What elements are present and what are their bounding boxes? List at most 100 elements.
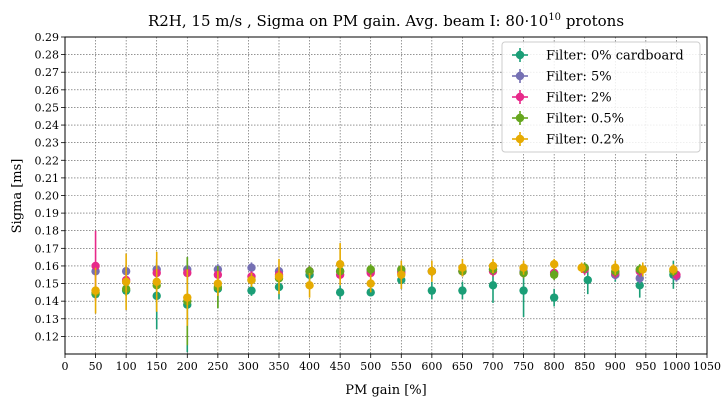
series-4 xyxy=(91,243,678,326)
x-tick-label: 450 xyxy=(330,360,351,373)
x-tick-label: 800 xyxy=(544,360,565,373)
legend: Filter: 0% cardboard Filter: 5% Filter: 2%… xyxy=(501,41,701,153)
data-point xyxy=(635,274,644,283)
data-point xyxy=(549,293,559,302)
data-point xyxy=(427,267,437,276)
legend-marker-icon xyxy=(515,71,525,81)
legend-entry: Filter: 0.5% xyxy=(512,111,624,127)
y-tick-label: 0.21 xyxy=(35,172,60,185)
data-point xyxy=(335,259,345,269)
data-point xyxy=(247,286,256,295)
x-tick-label: 0 xyxy=(62,360,69,373)
data-point xyxy=(335,288,345,297)
y-tick-label: 0.18 xyxy=(35,225,60,238)
data-point xyxy=(427,286,437,295)
x-tick-label: 850 xyxy=(574,360,595,373)
data-point xyxy=(121,277,131,286)
data-point xyxy=(397,270,406,279)
data-point xyxy=(247,275,256,285)
data-point xyxy=(488,261,498,271)
data-point xyxy=(519,263,528,272)
data-point xyxy=(305,267,314,276)
legend-label: Filter: 0.5% xyxy=(546,112,624,127)
data-point xyxy=(274,272,284,281)
legend-label: Filter: 0.2% xyxy=(546,133,624,148)
y-tick-label: 0.28 xyxy=(35,49,60,62)
y-tick-label: 0.14 xyxy=(35,295,60,308)
x-tick-label: 550 xyxy=(391,360,412,373)
legend-box xyxy=(501,41,701,153)
y-tick-label: 0.24 xyxy=(35,119,60,132)
data-point xyxy=(635,281,644,290)
series-layer xyxy=(91,230,681,353)
x-tick-label: 1000 xyxy=(662,360,690,373)
data-point xyxy=(91,261,100,271)
x-tick-label: 650 xyxy=(452,360,473,373)
data-point xyxy=(583,275,592,285)
y-tick-label: 0.26 xyxy=(35,84,60,97)
y-tick-label: 0.19 xyxy=(35,207,60,220)
legend-marker-icon xyxy=(515,92,525,102)
x-tick-label: 50 xyxy=(89,360,103,373)
y-tick-label: 0.15 xyxy=(35,278,60,291)
y-tick-label: 0.29 xyxy=(35,31,60,44)
data-point xyxy=(458,286,467,295)
data-point xyxy=(366,265,375,274)
legend-marker-icon xyxy=(515,113,525,123)
chart-title: R2H, 15 m/s , Sigma on PM gain. Avg. bea… xyxy=(148,12,624,30)
data-point xyxy=(366,279,375,288)
x-tick-label: 600 xyxy=(421,360,442,373)
legend-label: Filter: 0% cardboard xyxy=(546,49,684,64)
data-point xyxy=(611,263,620,272)
x-tick-label: 700 xyxy=(483,360,504,373)
x-tick-label: 500 xyxy=(360,360,381,373)
legend-entry: Filter: 5% xyxy=(512,69,612,85)
y-tick-label: 0.17 xyxy=(35,242,60,255)
x-tick-label: 350 xyxy=(269,360,290,373)
x-tick-label: 750 xyxy=(513,360,534,373)
x-tick-label: 150 xyxy=(146,360,167,373)
data-point xyxy=(488,281,498,290)
x-axis: 0 50 100 150 200 250 300 350 400 450 500 550 600 650 7… xyxy=(62,354,721,373)
x-tick-label: 950 xyxy=(635,360,656,373)
data-point xyxy=(152,277,161,286)
y-tick-label: 0.27 xyxy=(35,66,60,79)
y-tick-label: 0.13 xyxy=(35,313,60,326)
data-point xyxy=(669,265,678,274)
y-tick-label: 0.20 xyxy=(35,190,60,203)
data-point xyxy=(577,263,586,272)
series-0 xyxy=(91,257,678,353)
y-tick-label: 0.25 xyxy=(35,101,60,114)
x-tick-label: 1050 xyxy=(693,360,721,373)
x-tick-label: 400 xyxy=(299,360,320,373)
series-1 xyxy=(91,262,681,284)
y-tick-label: 0.16 xyxy=(35,260,60,273)
x-tick-label: 250 xyxy=(207,360,228,373)
data-point xyxy=(247,263,256,272)
data-point xyxy=(91,286,100,295)
data-point xyxy=(213,279,223,288)
legend-label: Filter: 2% xyxy=(546,91,612,106)
legend-label: Filter: 5% xyxy=(546,70,612,85)
data-point xyxy=(458,263,467,272)
data-point xyxy=(549,259,559,269)
data-point xyxy=(183,293,192,302)
y-tick-label: 0.22 xyxy=(35,154,60,167)
x-tick-label: 300 xyxy=(238,360,259,373)
y-tick-label: 0.12 xyxy=(35,330,60,343)
data-point xyxy=(519,286,528,295)
legend-marker-icon xyxy=(515,134,525,144)
legend-entry: Filter: 2% xyxy=(512,90,612,106)
x-tick-label: 200 xyxy=(177,360,198,373)
legend-entry: Filter: 0% cardboard xyxy=(512,48,684,64)
data-point xyxy=(305,281,314,290)
legend-marker-icon xyxy=(515,50,525,60)
x-tick-label: 100 xyxy=(116,360,137,373)
y-tick-label: 0.23 xyxy=(35,137,60,150)
y-axis: 0.12 0.13 0.14 0.15 0.16 0.17 0.18 0.19 0.20 0.21… xyxy=(35,31,65,343)
x-tick-label: 900 xyxy=(605,360,626,373)
legend-entry: Filter: 0.2% xyxy=(512,132,624,148)
data-point xyxy=(638,265,647,274)
data-point xyxy=(549,270,559,279)
